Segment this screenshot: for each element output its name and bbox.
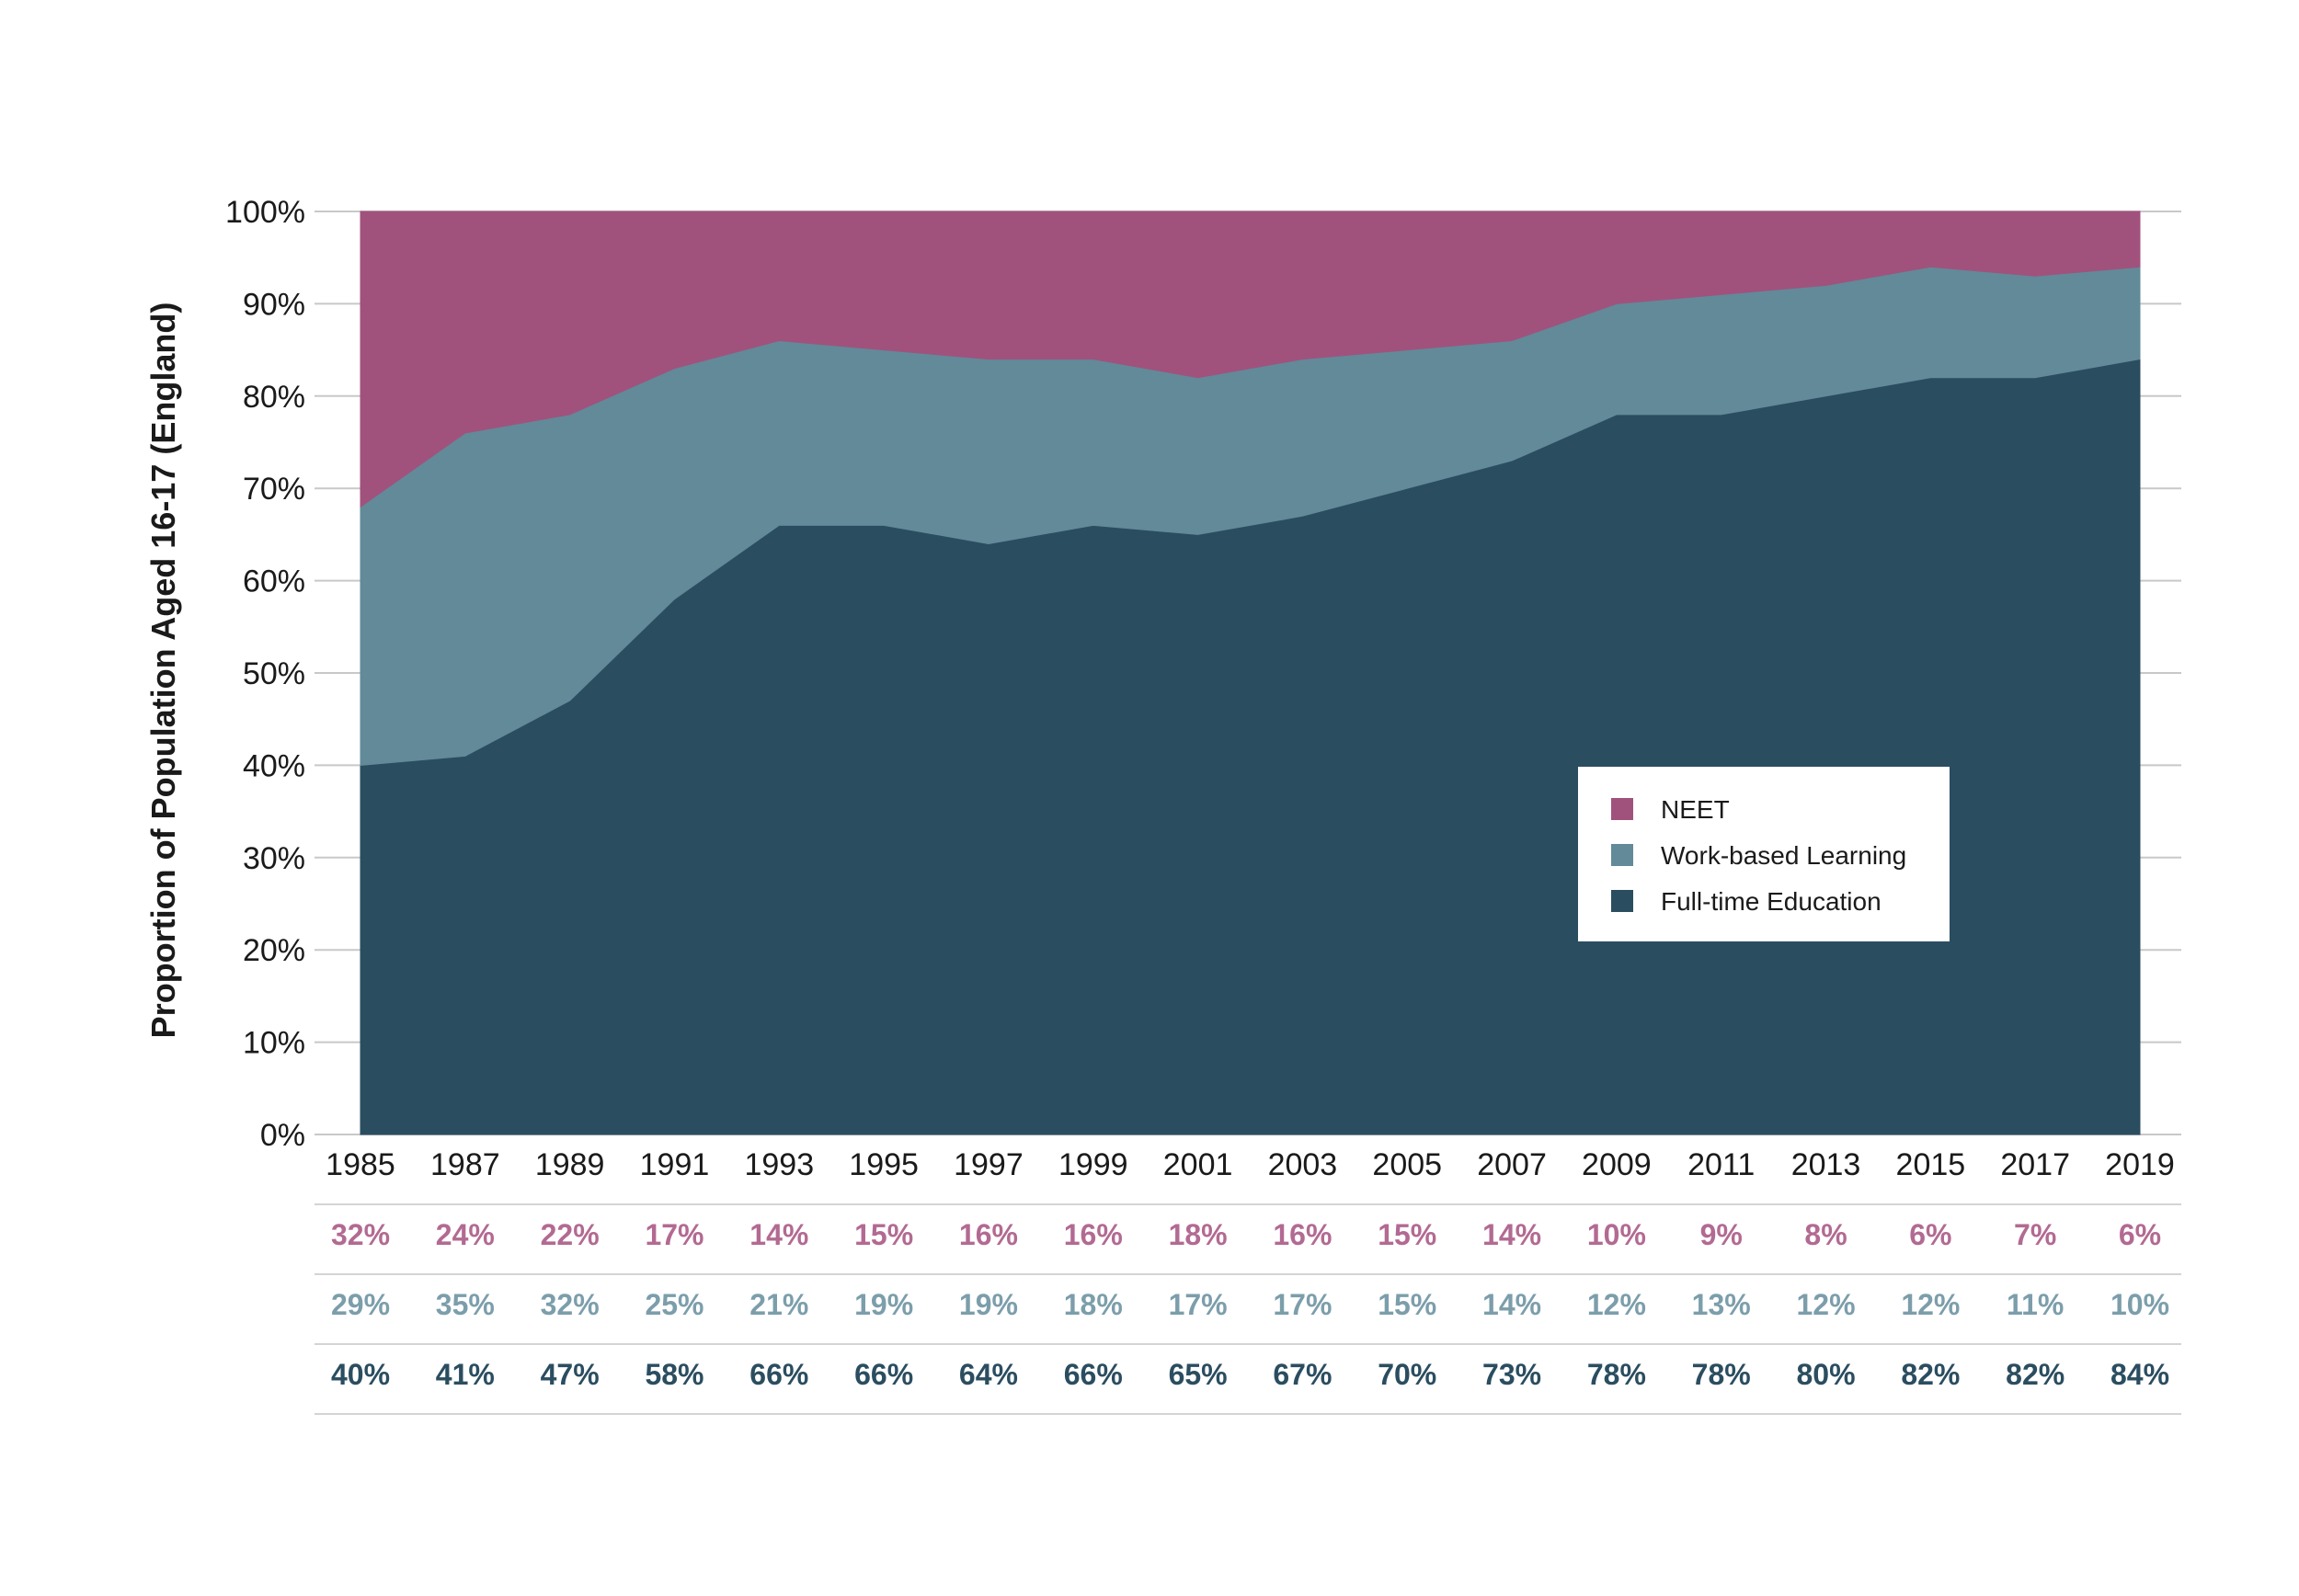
table-value: 29% xyxy=(331,1288,390,1321)
table-value: 6% xyxy=(2119,1218,2161,1251)
table-value: 14% xyxy=(749,1218,808,1251)
legend-label: Full-time Education xyxy=(1661,887,1882,916)
y-tick-label: 20% xyxy=(243,933,305,968)
table-value: 15% xyxy=(854,1218,913,1251)
table-value: 14% xyxy=(1482,1288,1541,1321)
area-neet xyxy=(360,211,2141,508)
table-value: 10% xyxy=(1587,1218,1646,1251)
legend: NEET Work-based Learning Full-time Educati… xyxy=(1578,767,1950,941)
table-value: 65% xyxy=(1169,1358,1228,1391)
x-tick-label: 2003 xyxy=(1268,1147,1338,1182)
x-tick-label: 2007 xyxy=(1477,1147,1547,1182)
table-value: 82% xyxy=(1901,1358,1960,1391)
table-value: 70% xyxy=(1378,1358,1436,1391)
table-value: 82% xyxy=(2006,1358,2065,1391)
y-axis-ticks: 0% 10% 20% 30% 40% 50% 60% 70% 80% 90% 100% xyxy=(225,195,305,1153)
x-tick-label: 1993 xyxy=(744,1147,814,1182)
legend-swatch xyxy=(1611,798,1633,820)
table-value: 13% xyxy=(1692,1288,1751,1321)
x-tick-label: 2019 xyxy=(2105,1147,2175,1182)
table-value: 78% xyxy=(1692,1358,1751,1391)
y-tick-label: 50% xyxy=(243,656,305,691)
table-value: 17% xyxy=(1169,1288,1228,1321)
x-axis-ticks: 1985 1987 1989 1991 1993 1995 1997 1999 2001 2003… xyxy=(326,1147,2175,1182)
y-axis-label: Proportion of Population Aged 16-17 (Eng… xyxy=(144,302,182,1039)
table-value: 17% xyxy=(1273,1288,1332,1321)
table-value: 66% xyxy=(1064,1358,1123,1391)
x-tick-label: 1997 xyxy=(954,1147,1024,1182)
x-tick-label: 2005 xyxy=(1372,1147,1442,1182)
table-value: 35% xyxy=(436,1288,495,1321)
value-table: 32% 24% 22% 17% 14% 15% 16% 16% 18% 16% 15% 14% 10% 9… xyxy=(315,1203,2181,1415)
x-tick-label: 1995 xyxy=(849,1147,919,1182)
table-value: 12% xyxy=(1901,1288,1960,1321)
table-value: 32% xyxy=(331,1218,390,1251)
y-tick-label: 60% xyxy=(243,564,305,599)
table-value: 67% xyxy=(1273,1358,1332,1391)
table-value: 32% xyxy=(541,1288,600,1321)
x-tick-label: 2009 xyxy=(1582,1147,1652,1182)
x-tick-label: 1987 xyxy=(430,1147,500,1182)
table-value: 9% xyxy=(1700,1218,1743,1251)
area-series xyxy=(360,211,2141,1135)
y-tick-label: 0% xyxy=(260,1118,305,1153)
legend-label: NEET xyxy=(1661,795,1730,824)
legend-box xyxy=(1578,767,1950,941)
y-tick-label: 70% xyxy=(243,472,305,507)
table-value: 15% xyxy=(1378,1218,1436,1251)
table-value: 16% xyxy=(1064,1218,1123,1251)
table-value: 7% xyxy=(2014,1218,2056,1251)
y-tick-label: 40% xyxy=(243,748,305,783)
table-value: 80% xyxy=(1797,1358,1856,1391)
table-value: 17% xyxy=(645,1218,703,1251)
table-value: 18% xyxy=(1169,1218,1228,1251)
x-tick-label: 2017 xyxy=(2000,1147,2070,1182)
table-value: 15% xyxy=(1378,1288,1436,1321)
y-tick-label: 80% xyxy=(243,380,305,415)
table-value: 18% xyxy=(1064,1288,1123,1321)
x-tick-label: 1999 xyxy=(1058,1147,1128,1182)
table-value: 84% xyxy=(2110,1358,2169,1391)
table-value: 14% xyxy=(1482,1218,1541,1251)
table-value: 12% xyxy=(1587,1288,1646,1321)
table-value: 78% xyxy=(1587,1358,1646,1391)
table-value: 21% xyxy=(749,1288,808,1321)
x-tick-label: 2013 xyxy=(1791,1147,1861,1182)
table-value: 12% xyxy=(1797,1288,1856,1321)
table-value: 24% xyxy=(436,1218,495,1251)
x-tick-label: 2011 xyxy=(1687,1147,1755,1182)
legend-label: Work-based Learning xyxy=(1661,841,1906,870)
table-value: 10% xyxy=(2110,1288,2169,1321)
x-tick-label: 1985 xyxy=(326,1147,395,1182)
y-tick-label: 90% xyxy=(243,287,305,322)
x-tick-label: 1989 xyxy=(535,1147,605,1182)
table-value: 40% xyxy=(331,1358,390,1391)
x-tick-label: 2001 xyxy=(1163,1147,1233,1182)
table-value: 58% xyxy=(645,1358,703,1391)
table-value: 22% xyxy=(541,1218,600,1251)
legend-swatch xyxy=(1611,890,1633,912)
table-value: 66% xyxy=(749,1358,808,1391)
table-value: 25% xyxy=(645,1288,703,1321)
y-tick-label: 30% xyxy=(243,841,305,876)
x-tick-label: 1991 xyxy=(640,1147,710,1182)
table-value: 66% xyxy=(854,1358,913,1391)
table-value: 16% xyxy=(1273,1218,1332,1251)
y-tick-label: 100% xyxy=(225,195,305,230)
table-value: 19% xyxy=(854,1288,913,1321)
table-value: 64% xyxy=(959,1358,1018,1391)
table-value: 16% xyxy=(959,1218,1018,1251)
table-value: 41% xyxy=(436,1358,495,1391)
table-value: 47% xyxy=(541,1358,600,1391)
x-tick-label: 2015 xyxy=(1896,1147,1966,1182)
table-value: 11% xyxy=(2007,1288,2064,1321)
table-value: 73% xyxy=(1482,1358,1541,1391)
legend-swatch xyxy=(1611,844,1633,866)
table-value: 19% xyxy=(959,1288,1018,1321)
y-tick-label: 10% xyxy=(243,1026,305,1061)
table-value: 6% xyxy=(1909,1218,1951,1251)
table-value: 8% xyxy=(1804,1218,1847,1251)
